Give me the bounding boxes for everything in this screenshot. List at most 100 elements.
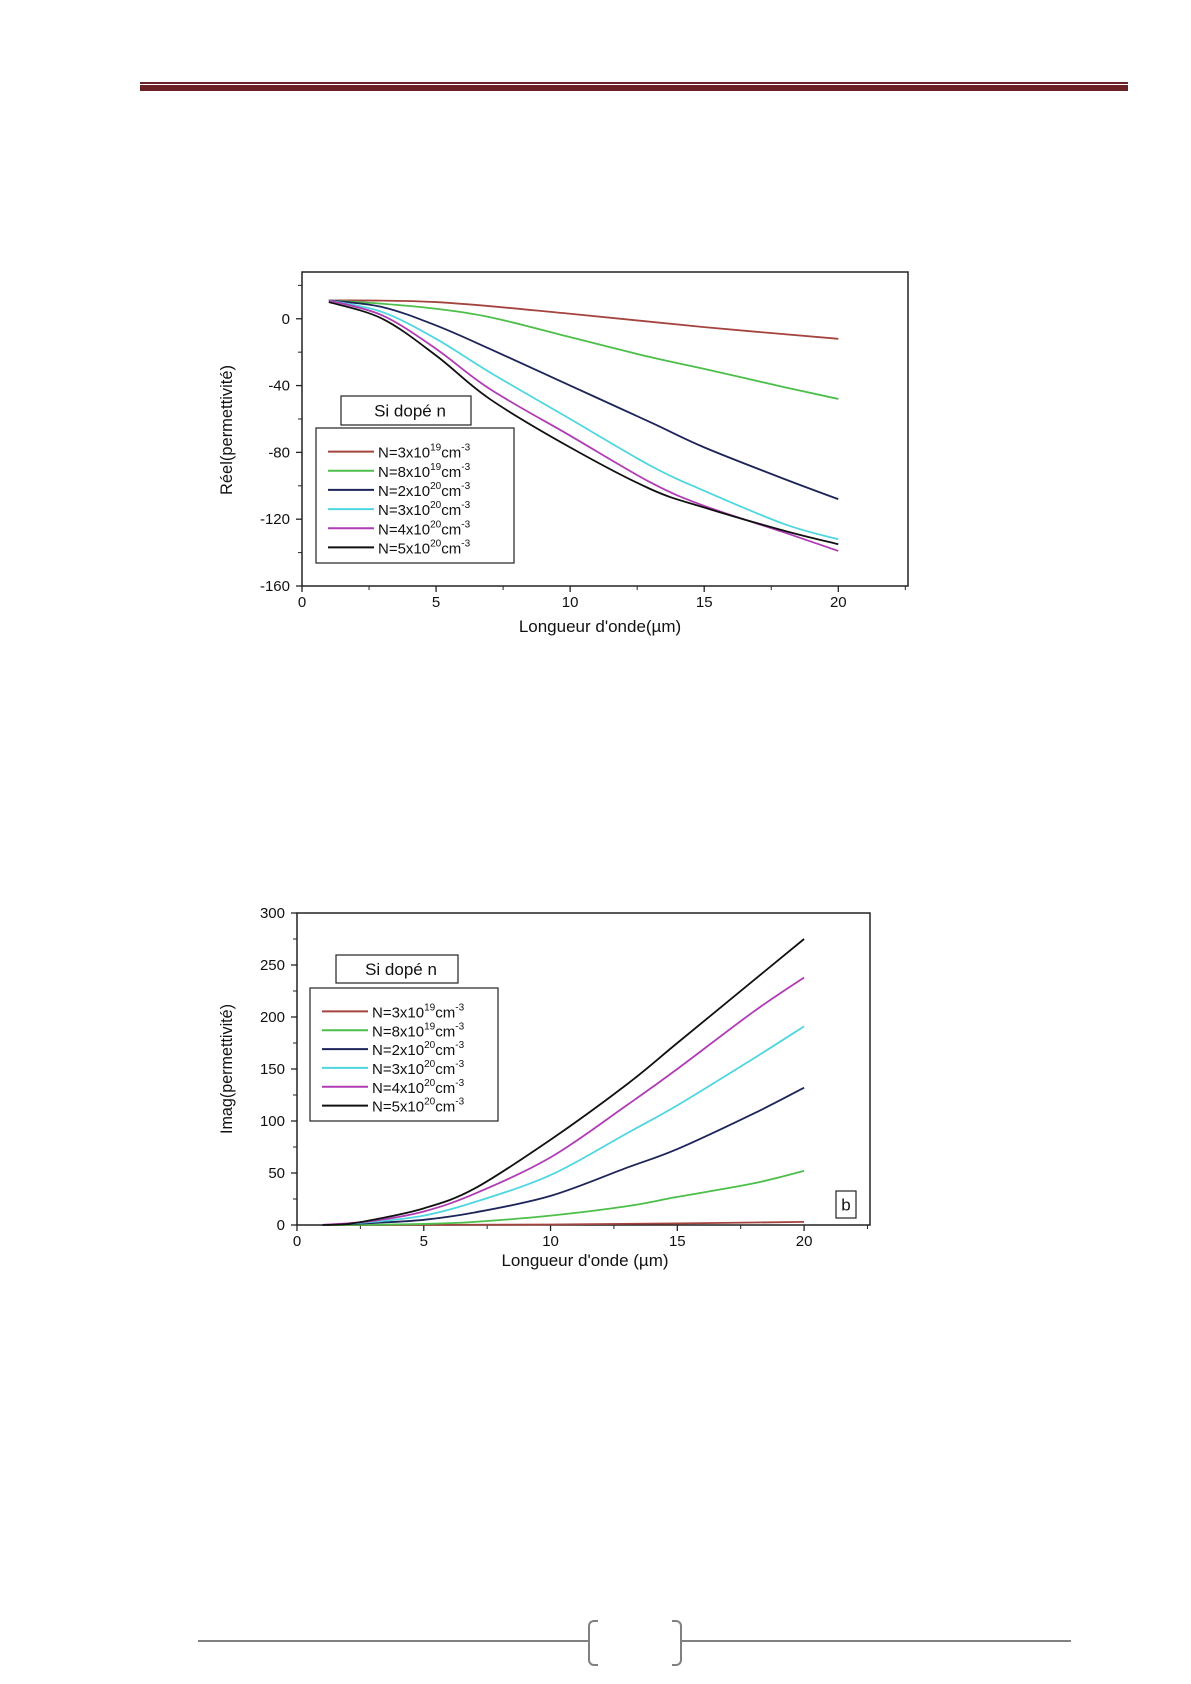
series-line-1 — [328, 299, 839, 340]
legend-label-unit: cm — [435, 1061, 455, 1078]
legend-label: N=3x1019cm-3 — [378, 443, 471, 462]
legend-label-unit-exp: -3 — [455, 1002, 464, 1013]
x-tick-label: 15 — [669, 1233, 686, 1250]
legend-label-exp: 20 — [424, 1078, 436, 1089]
series-line-3 — [322, 1086, 805, 1226]
legend-label-exp: 19 — [430, 443, 442, 454]
y-tick-label: 300 — [260, 905, 285, 922]
legend-label-unit-exp: -3 — [461, 538, 470, 549]
legend-label-unit-exp: -3 — [461, 462, 470, 473]
legend-label-exp: 20 — [424, 1040, 436, 1051]
page-number-bracket-left — [588, 1620, 598, 1666]
y-tick-label: 200 — [260, 1009, 285, 1026]
plot-frame — [301, 271, 909, 587]
series-line-2 — [328, 299, 839, 400]
legend-box — [309, 987, 499, 1122]
y-tick-label: 50 — [268, 1165, 285, 1182]
legend-label-base: N=3x10 — [378, 502, 430, 519]
annotation-text: Si dopé n — [374, 402, 446, 421]
y-tick-label: 100 — [260, 1113, 285, 1130]
x-tick-label: 15 — [696, 594, 713, 611]
panel-label-box — [835, 1190, 857, 1219]
x-axis-label: Longueur d'onde(µm) — [519, 617, 681, 636]
legend-label-exp: 20 — [430, 538, 442, 549]
y-tick-label: 0 — [282, 311, 290, 328]
x-tick-label: 0 — [298, 594, 306, 611]
legend-label-unit: cm — [435, 1099, 455, 1116]
page-number-bracket-right — [672, 1620, 682, 1666]
series-line-4 — [328, 299, 839, 541]
x-tick-label: 20 — [796, 1233, 813, 1250]
legend-label: N=3x1019cm-3 — [372, 1002, 465, 1021]
y-tick-label: -80 — [268, 444, 290, 461]
legend-label-exp: 20 — [430, 519, 442, 530]
y-tick-label: 250 — [260, 957, 285, 974]
legend-label-exp: 19 — [430, 462, 442, 473]
y-tick-label: -120 — [260, 511, 290, 528]
series-line-4 — [322, 1025, 805, 1226]
legend-label-unit: cm — [435, 1080, 455, 1097]
legend-label-unit-exp: -3 — [455, 1078, 464, 1089]
header-rule-thick — [140, 85, 1128, 91]
series-line-2 — [322, 1170, 805, 1226]
legend-label-unit: cm — [435, 1004, 455, 1021]
footer-line-right — [682, 1640, 1071, 1642]
legend-label-base: N=5x10 — [378, 540, 430, 557]
legend-label-base: N=3x10 — [378, 445, 430, 462]
legend-label-unit: cm — [441, 521, 461, 538]
legend-label: N=2x1020cm-3 — [378, 481, 471, 500]
x-axis-label: Longueur d'onde (µm) — [501, 1251, 668, 1270]
legend-label-unit: cm — [441, 540, 461, 557]
legend-label-base: N=2x10 — [378, 483, 430, 500]
x-tick-label: 5 — [432, 594, 440, 611]
legend-label-unit-exp: -3 — [461, 519, 470, 530]
legend-label-exp: 19 — [424, 1002, 436, 1013]
y-tick-label: -40 — [268, 378, 290, 395]
panel-label: b — [841, 1196, 850, 1215]
annotation-box — [335, 954, 459, 984]
legend-label: N=3x1020cm-3 — [372, 1059, 465, 1078]
legend-label-base: N=3x10 — [372, 1061, 424, 1078]
y-axis-label: Réel(permettivité) — [217, 365, 236, 495]
legend-label-base: N=4x10 — [378, 521, 430, 538]
annotation-box — [340, 395, 472, 426]
legend-label-exp: 20 — [424, 1059, 436, 1070]
series-line-5 — [322, 976, 805, 1226]
footer-line-left — [198, 1640, 590, 1642]
annotation-text: Si dopé n — [365, 960, 437, 979]
legend-label-exp: 20 — [424, 1097, 436, 1108]
legend-label: N=3x1020cm-3 — [378, 500, 471, 519]
legend-label-unit: cm — [441, 464, 461, 481]
legend-box — [315, 427, 515, 564]
legend-label-unit-exp: -3 — [455, 1040, 464, 1051]
x-tick-label: 10 — [562, 594, 579, 611]
legend-label-exp: 19 — [424, 1021, 436, 1032]
legend-label-unit-exp: -3 — [455, 1097, 464, 1108]
legend-label: N=4x1020cm-3 — [378, 519, 471, 538]
series-line-6 — [328, 301, 839, 546]
legend-label-unit-exp: -3 — [461, 443, 470, 454]
legend-label-base: N=5x10 — [372, 1099, 424, 1116]
legend-label-unit: cm — [441, 483, 461, 500]
y-axis-label: Imag(permettivité) — [217, 1004, 236, 1134]
legend-label: N=5x1020cm-3 — [378, 538, 471, 557]
legend-label-unit: cm — [441, 445, 461, 462]
x-tick-label: 5 — [420, 1233, 428, 1250]
x-tick-label: 0 — [293, 1233, 301, 1250]
series-line-6 — [322, 938, 805, 1226]
x-tick-label: 20 — [830, 594, 847, 611]
legend-label-unit: cm — [435, 1042, 455, 1059]
legend-label-base: N=4x10 — [372, 1080, 424, 1097]
legend-label: N=4x1020cm-3 — [372, 1078, 465, 1097]
legend-label-unit-exp: -3 — [455, 1059, 464, 1070]
legend-label-base: N=8x10 — [378, 464, 430, 481]
legend-label-unit-exp: -3 — [461, 500, 470, 511]
legend-label-base: N=2x10 — [372, 1042, 424, 1059]
legend-label: N=8x1019cm-3 — [378, 462, 471, 481]
legend-label-unit-exp: -3 — [461, 481, 470, 492]
legend-label-base: N=8x10 — [372, 1023, 424, 1040]
legend-label-unit-exp: -3 — [455, 1021, 464, 1032]
legend-label-exp: 20 — [430, 481, 442, 492]
